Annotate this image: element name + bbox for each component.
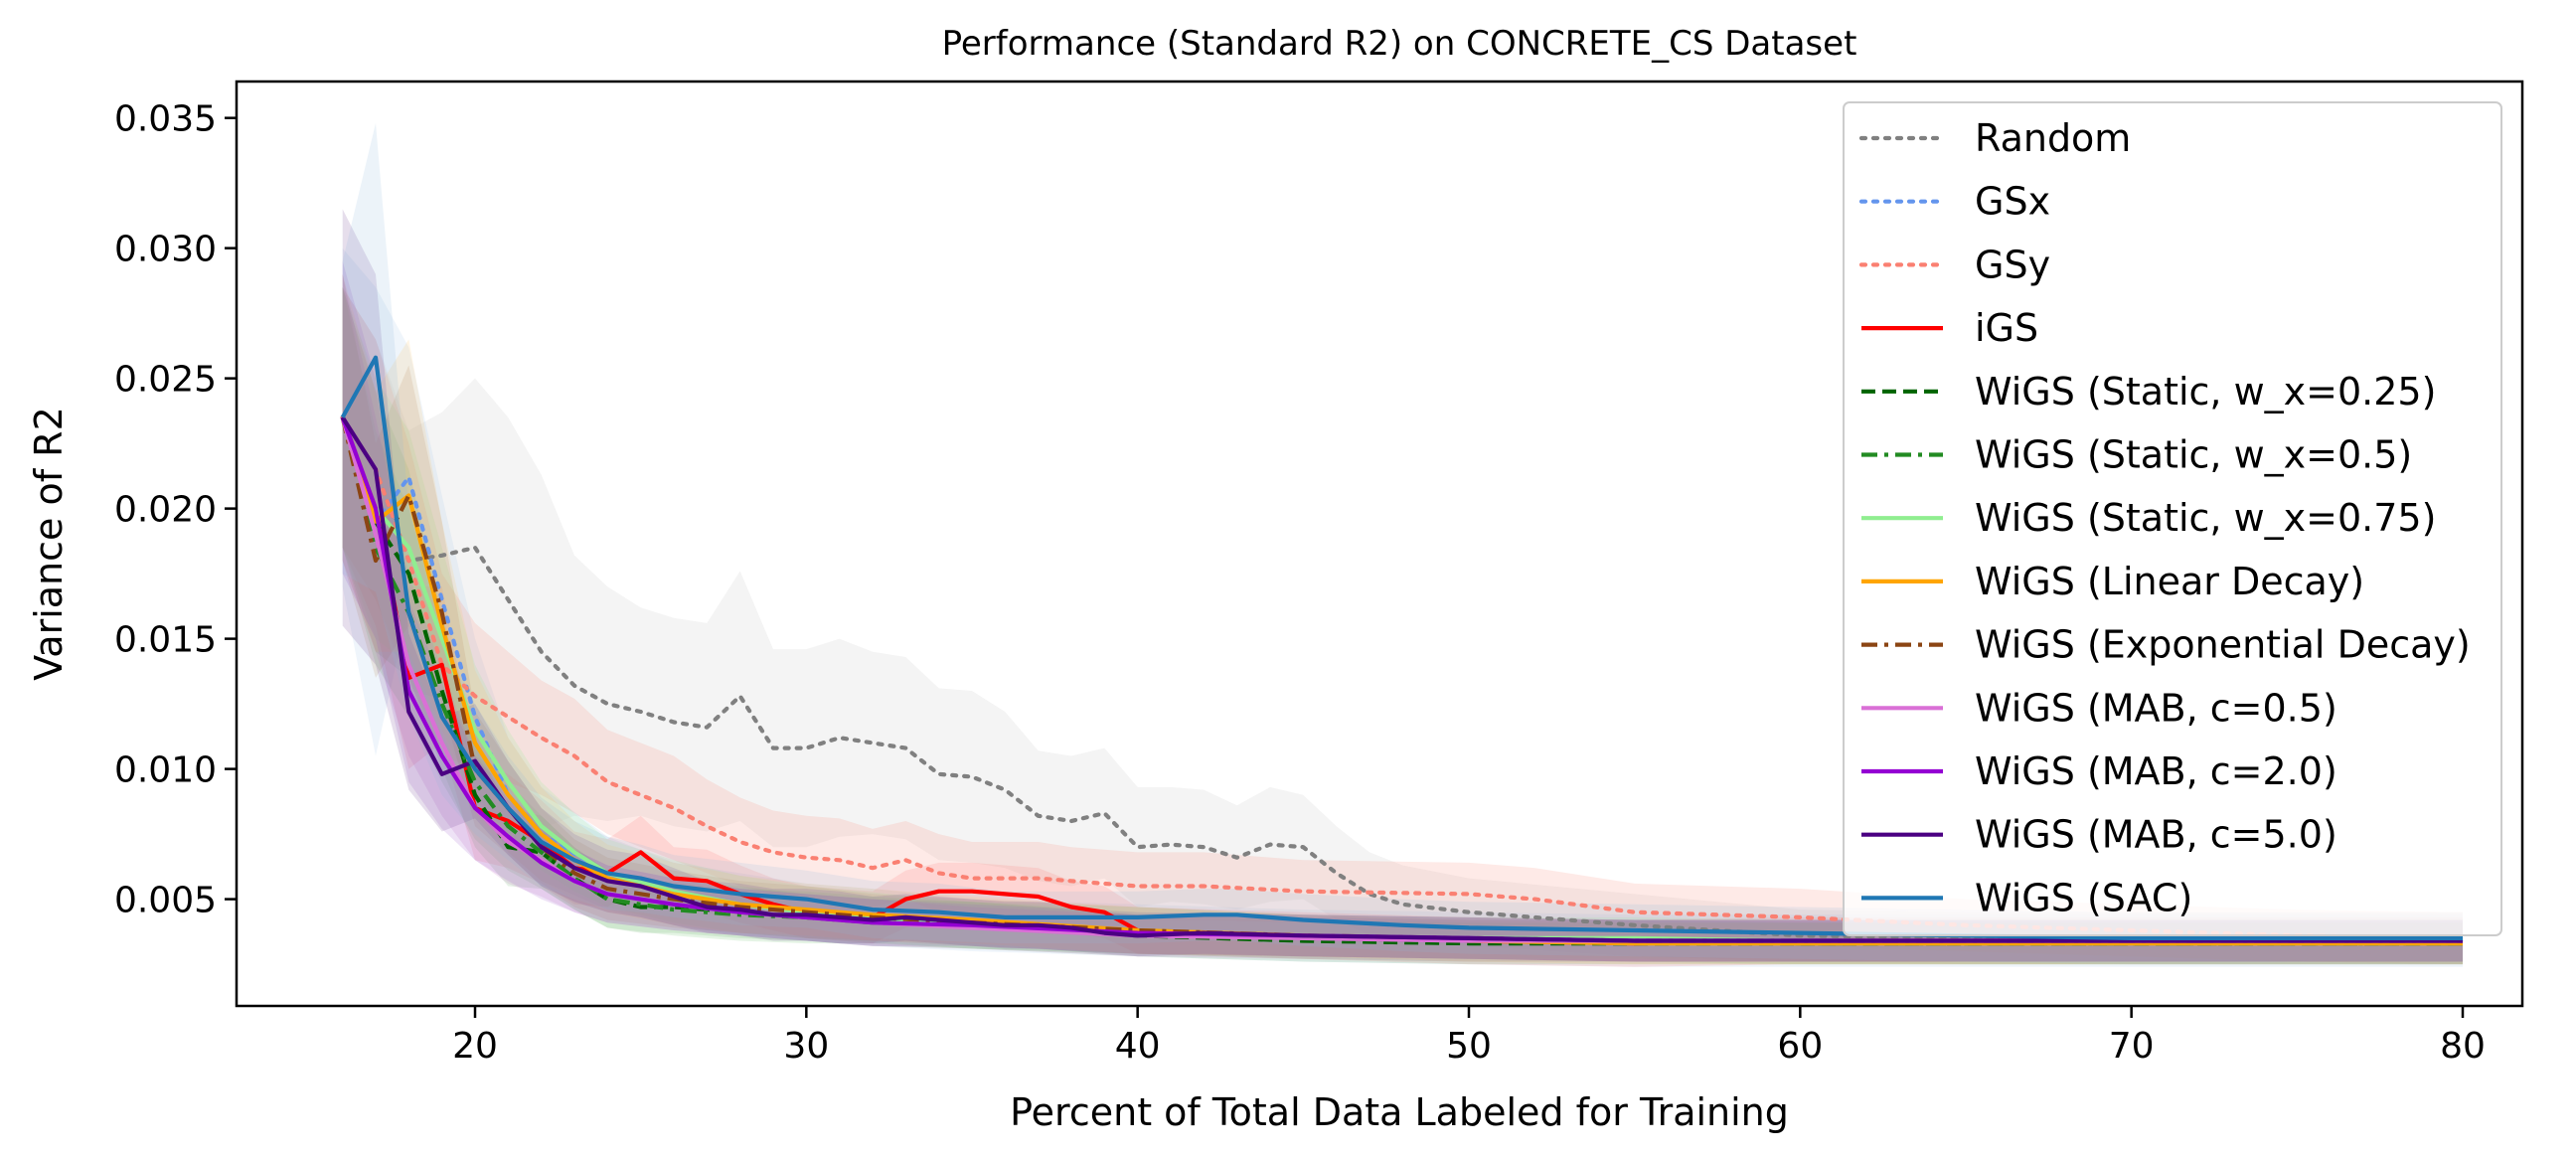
series-line-random [340,414,2466,941]
y-tick-label: 0.020 [114,490,217,531]
legend-label-wigs-static-w-x-0-75: WiGS (Static, w_x=0.75) [1975,496,2436,540]
y-tick-label: 0.015 [114,620,217,661]
y-tick-label: 0.005 [114,881,217,921]
band-wigs-static-w-x-0-25 [342,287,2464,965]
y-axis-label: Variance of R2 [27,407,71,681]
x-tick-label: 70 [2109,1026,2155,1067]
band-random [342,287,2464,965]
chart-title: Performance (Standard R2) on CONCRETE_CS… [942,24,1857,64]
y-tick-label: 0.025 [114,360,217,401]
band-wigs-sac [342,122,2464,965]
legend-box [1843,101,2502,936]
y-tick-label: 0.010 [114,750,217,791]
series-line-gsy [340,414,2466,941]
band-wigs-static-w-x-0-5 [342,287,2464,965]
band-wigs-mab-c-5-0 [342,209,2464,962]
series-line-wigs-linear-decay [340,416,2463,946]
y-tick-label: 0.035 [114,99,217,140]
legend-label-gsx: GSx [1975,180,2050,224]
legend-label-igs: iGS [1975,306,2038,350]
y-axis: 0.005 0.010 0.015 0.020 0.025 0.030 0.035 [114,99,237,921]
legend-label-random: Random [1975,116,2131,160]
legend-label-wigs-exponential-decay: WiGS (Exponential Decay) [1975,623,2471,667]
x-tick-label: 30 [783,1026,829,1067]
x-tick-label: 60 [1777,1026,1823,1067]
plot-frame [235,80,2524,1008]
y-tick-label: 0.030 [114,230,217,270]
legend-label-gsy: GSy [1975,243,2050,286]
legend-label-wigs-linear-decay: WiGS (Linear Decay) [1975,560,2364,603]
band-wigs-mab-c-2-0 [342,260,2464,962]
series-lines [340,355,2466,946]
x-axis-label: Percent of Total Data Labeled for Traini… [1010,1090,1789,1134]
x-tick-label: 40 [1115,1026,1161,1067]
legend-label-wigs-mab-c-0-5: WiGS (MAB, c=0.5) [1975,686,2337,730]
legend-label-wigs-static-w-x-0-5: WiGS (Static, w_x=0.5) [1975,433,2412,477]
x-tick-label: 20 [452,1026,498,1067]
band-wigs-exponential-decay [342,273,2464,962]
x-tick-label: 50 [1446,1026,1492,1067]
legend-label-wigs-static-w-x-0-25: WiGS (Static, w_x=0.25) [1975,370,2436,414]
x-tick-label: 80 [2440,1026,2486,1067]
legend-label-wigs-mab-c-2-0: WiGS (MAB, c=2.0) [1975,749,2337,793]
x-axis: 20 30 40 50 60 70 80 [452,1006,2486,1067]
confidence-bands [342,122,2464,967]
series-line-wigs-sac [340,355,2463,941]
legend: Random GSx GSy iGS WiGS (Static, w_x=0.25) Wi… [1843,101,2502,936]
legend-label-wigs-mab-c-5-0: WiGS (MAB, c=5.0) [1975,813,2337,857]
legend-label-wigs-sac: WiGS (SAC) [1975,876,2192,919]
band-wigs-mab-c-0-5 [342,273,2464,962]
